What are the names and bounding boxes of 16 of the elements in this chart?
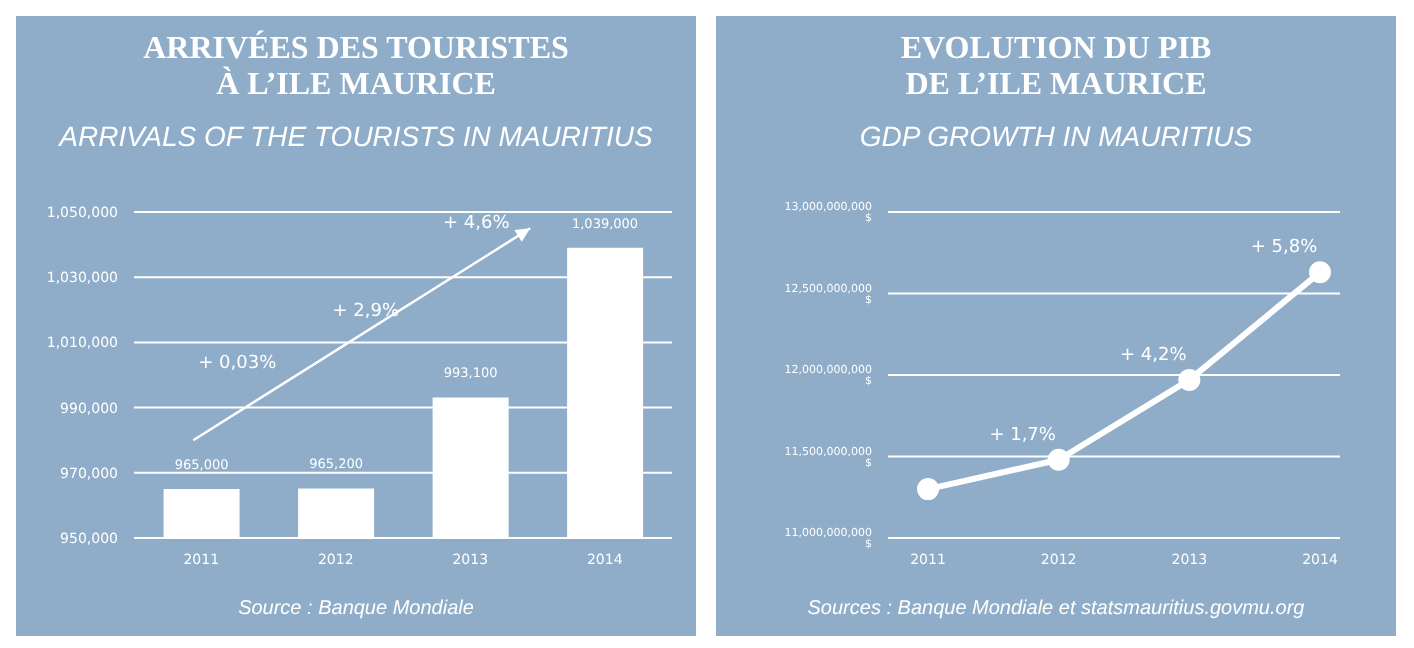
annotation: + 4,6% [442, 214, 511, 235]
point [1178, 368, 1201, 391]
chart-subtitle: GDP GROWTH IN MAURITIUS [857, 120, 1255, 152]
point [1309, 261, 1331, 284]
annotation: + 5,8% [1250, 238, 1319, 259]
chart-title: EVOLUTION DU PIB DE L’ILE MAURICE [898, 32, 1214, 104]
chart-subtitle: ARRIVALS OF THE TOURISTS IN MAURITIUS [56, 120, 655, 152]
annotation: + 4,2% [1120, 345, 1188, 366]
chart-title: ARRIVÉES DES TOURISTES À L’ILE MAURICE [141, 32, 571, 104]
annotation: + 0,03% [198, 354, 278, 375]
source-note: Sources : Banque Mondiale et statsmauritius.govmu.org [805, 598, 1307, 620]
annotation: + 2,9% [332, 302, 400, 323]
annotation: + 1,7% [989, 425, 1057, 446]
source-note: Source : Banque Mondiale [236, 598, 476, 620]
point [917, 478, 939, 501]
point [1047, 448, 1070, 471]
